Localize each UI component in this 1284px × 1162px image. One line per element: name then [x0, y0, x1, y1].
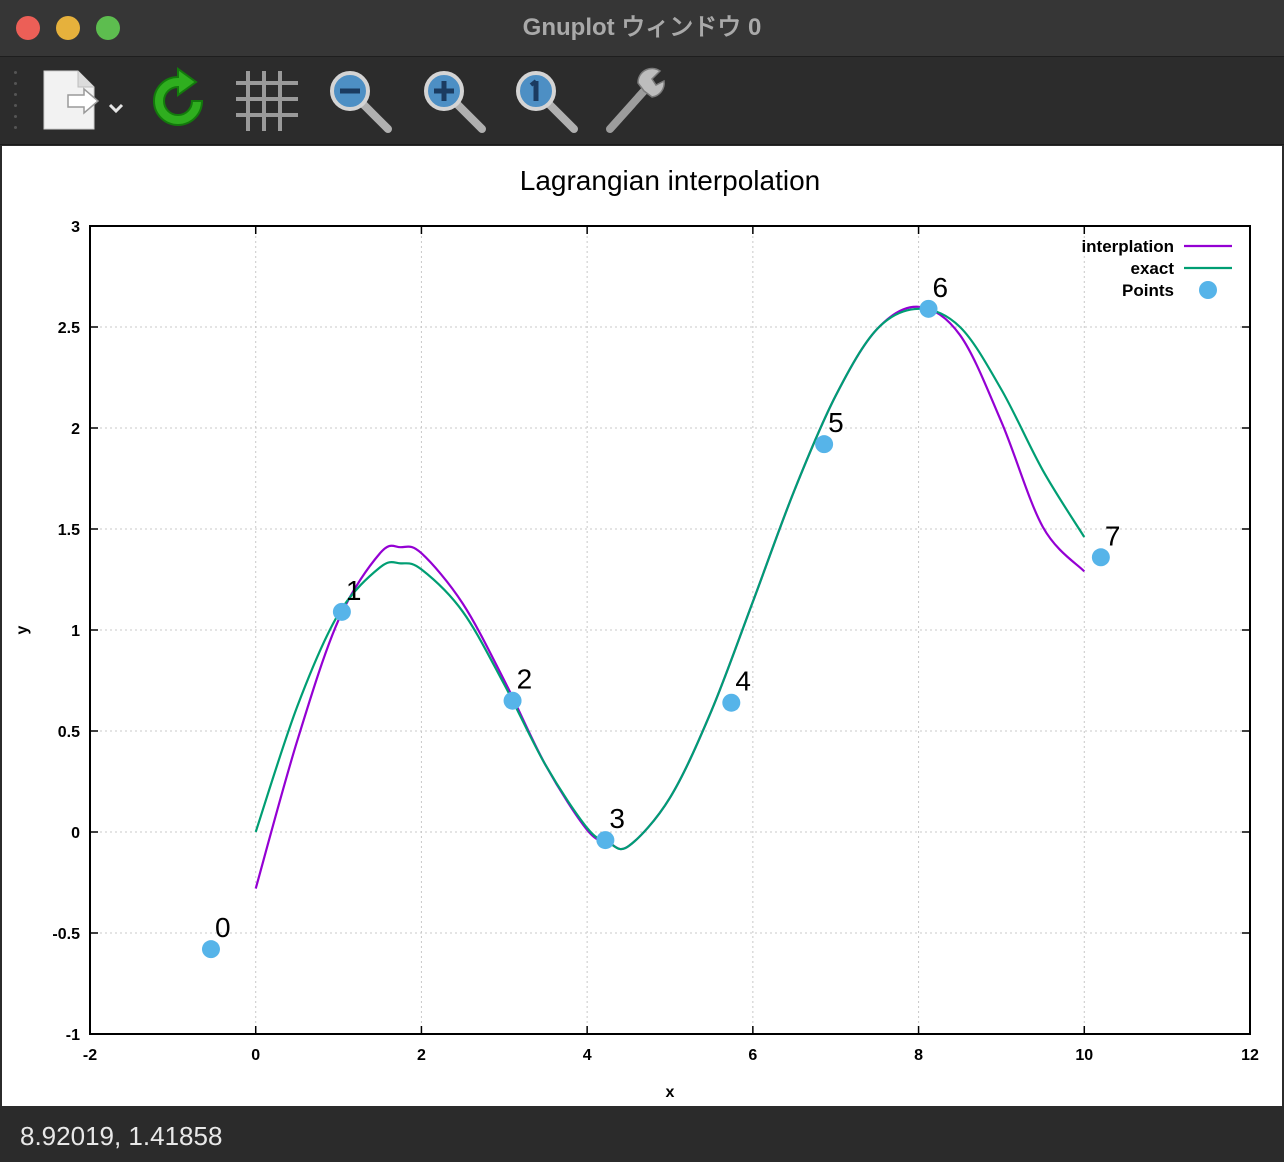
x-tick-label: 0 [251, 1047, 260, 1064]
data-point-label: 1 [346, 575, 362, 606]
minimize-window-button[interactable] [56, 16, 80, 40]
zoom-reset-icon[interactable] [510, 65, 582, 137]
exact-series-line [254, 307, 1086, 851]
data-point-label: 5 [828, 407, 844, 438]
legend-label: exact [1131, 259, 1175, 278]
x-tick-label: 6 [748, 1047, 757, 1064]
x-axis-label: x [666, 1084, 675, 1101]
data-point [596, 831, 615, 850]
chart-title: Lagrangian interpolation [520, 165, 820, 196]
cursor-coordinates: 8.92019, 1.41858 [20, 1121, 223, 1151]
y-tick-label: 0.5 [58, 724, 80, 741]
x-tick-label: 2 [417, 1047, 426, 1064]
data-point-label: 6 [933, 272, 949, 303]
legend-label: Points [1122, 281, 1174, 300]
grid-lines [90, 226, 1250, 1034]
y-tick-label: 1 [71, 623, 80, 640]
x-tick-label: -2 [83, 1047, 97, 1064]
data-point [201, 940, 220, 959]
data-point-label: 3 [609, 803, 625, 834]
interpolation-series-line [254, 305, 1086, 889]
y-axis-label: y [14, 625, 31, 634]
legend-label: interplation [1081, 237, 1174, 256]
title-bar: Gnuplot ウィンドウ 0 [0, 0, 1284, 57]
data-points: 0 1 2 3 4 5 6 7 [201, 272, 1121, 959]
data-point [503, 691, 522, 710]
legend-point-swatch [1199, 281, 1217, 299]
maximize-window-button[interactable] [96, 16, 120, 40]
data-point [1091, 548, 1110, 567]
toolbar-grip[interactable] [14, 71, 18, 131]
x-tick-label: 12 [1241, 1047, 1259, 1064]
zoom-in-icon[interactable] [418, 65, 490, 137]
data-point-label: 7 [1105, 520, 1121, 551]
close-window-button[interactable] [16, 16, 40, 40]
export-icon[interactable] [38, 65, 124, 137]
grid-icon[interactable] [232, 65, 304, 137]
y-tick-label: -0.5 [52, 926, 80, 943]
chart[interactable]: -2 0 2 4 6 8 10 12-1-0.500.511.522.53 01234567 … [2, 146, 1282, 1106]
x-tick-label: 10 [1075, 1047, 1093, 1064]
data-point [332, 602, 351, 621]
data-point [722, 693, 741, 712]
data-point [815, 435, 834, 454]
zoom-out-icon[interactable] [324, 65, 396, 137]
y-tick-label: 3 [71, 219, 80, 236]
window-title: Gnuplot ウィンドウ 0 [522, 14, 762, 41]
x-tick-label: 4 [583, 1047, 592, 1064]
series-lines [254, 305, 1086, 889]
status-bar: 8.92019, 1.41858 [0, 1108, 1284, 1162]
x-tick-label: 8 [914, 1047, 923, 1064]
legend: interplation exact Points [1081, 237, 1232, 300]
y-tick-label: 0 [71, 825, 80, 842]
data-point-label: 0 [215, 912, 231, 943]
y-tick-label: -1 [66, 1027, 80, 1044]
settings-wrench-icon[interactable] [600, 65, 672, 137]
data-point-label: 2 [517, 664, 533, 695]
axis-ticks: -2 0 2 4 6 8 10 12-1-0.500.511.522.53 [52, 219, 1259, 1064]
y-tick-label: 1.5 [58, 522, 80, 539]
toolbar [0, 57, 1284, 145]
y-tick-label: 2 [71, 421, 80, 438]
replot-icon[interactable] [142, 65, 214, 137]
data-point-label: 4 [735, 666, 751, 697]
y-tick-label: 2.5 [58, 320, 80, 337]
data-point [919, 299, 938, 318]
